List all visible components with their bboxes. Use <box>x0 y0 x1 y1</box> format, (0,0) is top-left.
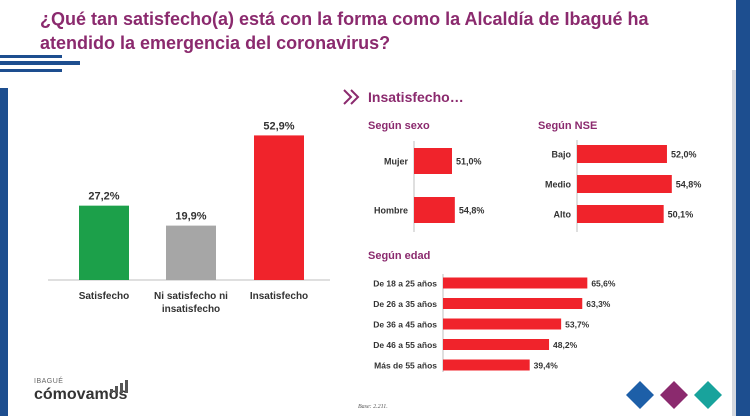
right-accent-stripe <box>736 0 750 416</box>
sexo-category-label: Hombre <box>374 206 408 216</box>
main-bar <box>166 225 216 280</box>
edad-bar-value-label: 63,3% <box>586 299 611 309</box>
main-category-label: insatisfecho <box>162 304 220 315</box>
edad-bar <box>443 298 583 309</box>
edad-category-label: De 18 a 25 años <box>373 279 437 289</box>
nse-category-label: Medio <box>545 180 572 190</box>
section-heading: Insatisfecho… <box>342 88 464 106</box>
main-bar-value-label: 52,9% <box>263 120 294 132</box>
main-bar <box>79 205 129 280</box>
section-heading-text: Insatisfecho… <box>368 89 464 105</box>
nse-bar-value-label: 52,0% <box>671 150 697 160</box>
edad-category-label: De 46 a 55 años <box>373 340 437 350</box>
sexo-bar-value-label: 51,0% <box>456 157 482 167</box>
base-note: Base: 2.211. <box>358 404 388 410</box>
nse-bar <box>577 145 667 163</box>
edad-bar-value-label: 53,7% <box>565 320 590 330</box>
main-category-label: Satisfecho <box>79 291 130 302</box>
double-chevron-icon <box>343 89 360 105</box>
accent-line-bottom <box>0 69 62 72</box>
diamond-purple-icon <box>660 381 688 409</box>
diamond-blue-icon <box>626 381 654 409</box>
sexo-bar-value-label: 54,8% <box>459 206 485 216</box>
diamond-decoration <box>626 381 722 409</box>
nse-bar <box>577 205 664 223</box>
logo-city-text: IBAGUÉ <box>34 378 64 385</box>
edad-category-label: De 26 a 35 años <box>373 299 437 309</box>
edad-bar <box>443 359 530 371</box>
edad-bar-value-label: 65,6% <box>591 279 616 289</box>
nse-bar-value-label: 50,1% <box>668 210 694 220</box>
logo-bars-icon <box>110 380 128 393</box>
comovamos-logo: IBAGUÉ cómovamos <box>34 378 128 404</box>
subtitle-edad: Según edad <box>368 250 431 262</box>
accent-line-middle <box>0 61 80 65</box>
right-grey-stripe <box>732 70 736 416</box>
subtitle-nse: Según NSE <box>538 120 598 132</box>
main-category-label: Ni satisfecho ni <box>154 291 228 302</box>
slide-title: ¿Qué tan satisfecho(a) está con la forma… <box>40 9 649 53</box>
sexo-bar <box>414 148 452 174</box>
main-bar <box>254 135 304 280</box>
logo-brand-text: cómovamos <box>34 386 128 403</box>
subtitle-sexo: Según sexo <box>368 120 430 132</box>
edad-bar <box>443 339 550 350</box>
sexo-category-label: Mujer <box>384 157 409 167</box>
diamond-teal-icon <box>694 381 722 409</box>
edad-category-label: Más de 55 años <box>374 361 437 371</box>
edad-bar-value-label: 39,4% <box>534 361 559 371</box>
accent-line-top <box>0 55 62 58</box>
nse-bar-value-label: 54,8% <box>676 180 702 190</box>
main-category-label: Insatisfecho <box>250 291 308 302</box>
left-accent-stripe <box>0 88 8 416</box>
nse-bar <box>577 175 672 193</box>
sexo-bar <box>414 197 455 223</box>
nse-category-label: Bajo <box>551 150 571 160</box>
main-bar-value-label: 19,9% <box>175 211 206 223</box>
edad-bar <box>443 318 562 330</box>
main-bar-value-label: 27,2% <box>88 191 119 203</box>
edad-bar-value-label: 48,2% <box>553 340 578 350</box>
nse-category-label: Alto <box>554 210 572 220</box>
edad-bar <box>443 277 588 289</box>
edad-category-label: De 36 a 45 años <box>373 320 437 330</box>
